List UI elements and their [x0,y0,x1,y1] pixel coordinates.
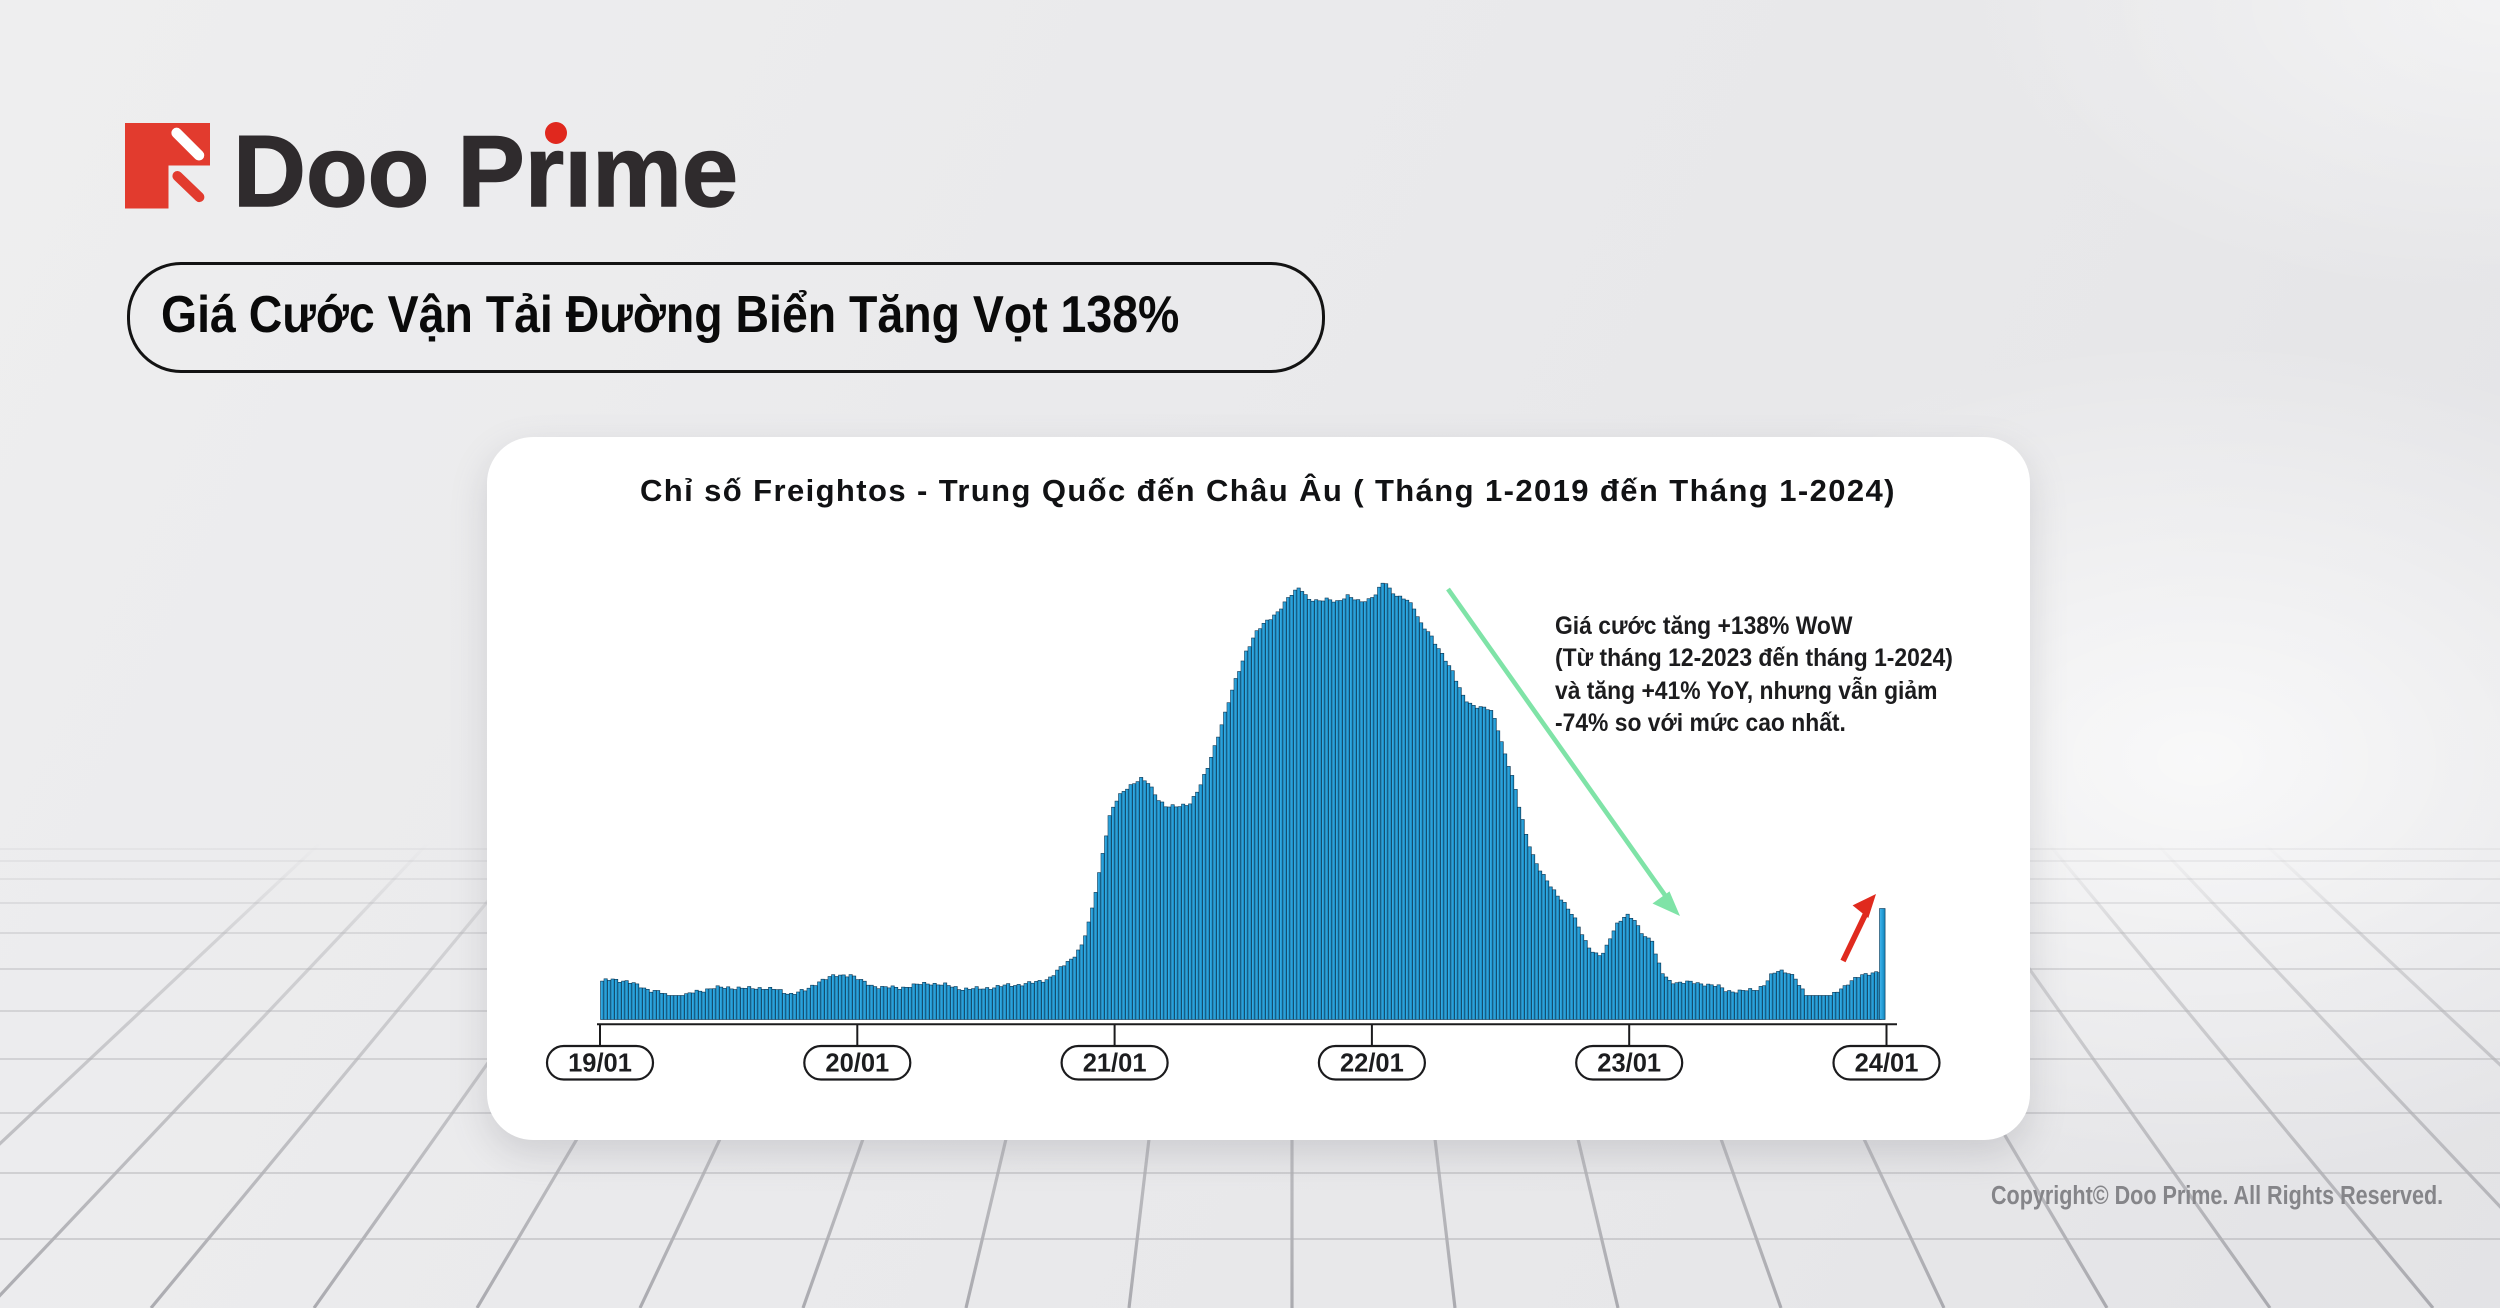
svg-text:19/01: 19/01 [568,1050,632,1078]
svg-text:23/01: 23/01 [1597,1050,1661,1078]
svg-text:21/01: 21/01 [1083,1050,1147,1078]
svg-text:20/01: 20/01 [825,1050,889,1078]
svg-text:22/01: 22/01 [1340,1050,1404,1078]
svg-text:24/01: 24/01 [1855,1050,1919,1078]
